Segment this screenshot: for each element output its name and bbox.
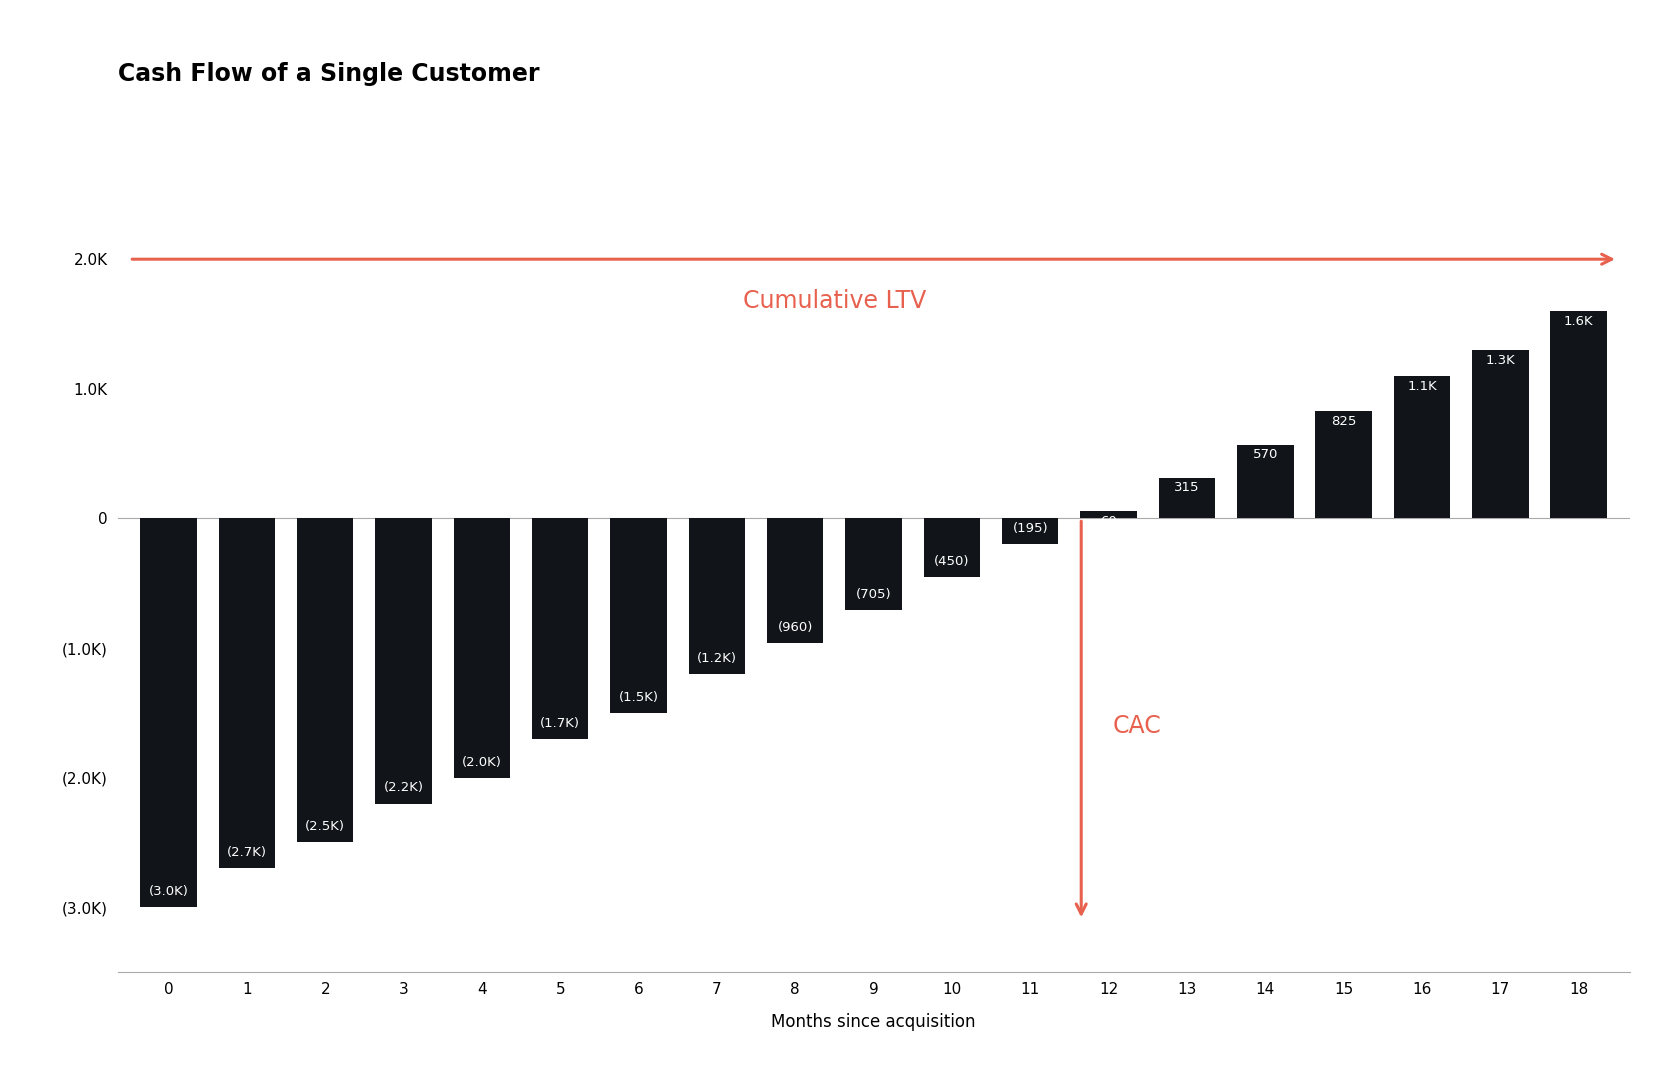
Bar <box>768 518 823 643</box>
Text: (1.5K): (1.5K) <box>618 691 659 704</box>
Bar <box>610 518 667 713</box>
Text: 1.1K: 1.1K <box>1408 380 1436 393</box>
Bar <box>845 518 902 610</box>
Bar <box>1394 376 1450 518</box>
Bar <box>454 518 511 778</box>
Text: 315: 315 <box>1174 482 1200 495</box>
Text: 570: 570 <box>1253 448 1278 461</box>
Bar <box>689 518 746 674</box>
Text: Cumulative LTV: Cumulative LTV <box>743 289 926 313</box>
Text: 1.3K: 1.3K <box>1485 354 1515 367</box>
Bar <box>1472 350 1529 518</box>
Text: (2.0K): (2.0K) <box>462 756 502 769</box>
X-axis label: Months since acquisition: Months since acquisition <box>771 1013 976 1031</box>
Bar <box>924 518 979 577</box>
Bar <box>1236 445 1294 518</box>
Bar <box>1001 518 1058 543</box>
Text: 1.6K: 1.6K <box>1564 315 1594 328</box>
Bar <box>297 518 353 842</box>
Text: (2.7K): (2.7K) <box>227 847 267 860</box>
Text: (450): (450) <box>934 555 969 568</box>
Text: (960): (960) <box>778 621 813 634</box>
Text: CAC: CAC <box>1112 714 1161 738</box>
Bar <box>141 518 197 907</box>
Bar <box>1080 511 1137 518</box>
Bar <box>533 518 588 739</box>
Text: (3.0K): (3.0K) <box>148 886 188 899</box>
Text: Cash Flow of a Single Customer: Cash Flow of a Single Customer <box>118 63 539 86</box>
Text: (2.2K): (2.2K) <box>383 782 423 795</box>
Bar <box>375 518 432 804</box>
Text: (1.7K): (1.7K) <box>541 717 580 730</box>
Bar <box>1315 411 1373 518</box>
Bar <box>1551 311 1606 518</box>
Bar <box>1159 477 1215 518</box>
Text: (1.2K): (1.2K) <box>697 652 738 665</box>
Text: (2.5K): (2.5K) <box>306 821 344 834</box>
Text: 60: 60 <box>1100 514 1117 527</box>
Text: (705): (705) <box>855 588 892 600</box>
Text: 825: 825 <box>1331 416 1356 429</box>
Bar <box>218 518 276 868</box>
Text: (195): (195) <box>1013 522 1048 535</box>
